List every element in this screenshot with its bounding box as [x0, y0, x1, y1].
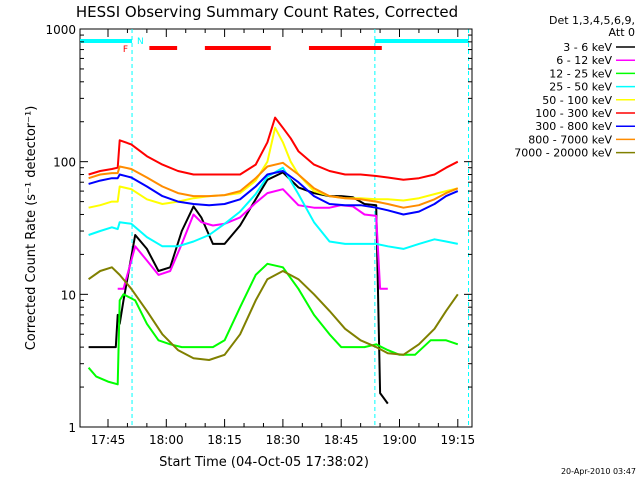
series-line — [117, 188, 388, 290]
y-tick-label: 1 — [68, 421, 76, 435]
series-line — [88, 266, 459, 361]
x-tick-label: 19:00 — [382, 433, 417, 447]
plot-frame — [79, 28, 473, 428]
axes-layer: 1 10 100 1000 17:45 18:00 18:15 18:30 18:45 19:00… — [45, 23, 475, 447]
legend-entry-label: 7000 - 20000 keV — [514, 147, 612, 160]
legend-entry-label: 25 - 50 keV — [549, 81, 612, 94]
flags-layer: FN — [80, 29, 470, 427]
flag-n-label: N — [137, 37, 144, 47]
series-line — [88, 170, 459, 216]
y-axis-label: Corrected Count Rate (s⁻¹ detector⁻¹) — [24, 106, 39, 351]
series-line — [87, 262, 459, 386]
flag-f-label: F — [123, 45, 128, 55]
x-tick-label: 18:15 — [207, 433, 242, 447]
x-tick-label: 18:00 — [149, 433, 184, 447]
y-tick-label: 1000 — [45, 23, 76, 37]
footer-timestamp: 20-Apr-2010 03:47 — [561, 467, 636, 476]
legend-entry-label: 300 - 800 keV — [535, 120, 612, 133]
series-line — [88, 166, 459, 250]
legend-entry-label: 800 - 7000 keV — [528, 133, 612, 146]
x-tick-label: 18:45 — [324, 433, 359, 447]
x-tick-label: 19:15 — [441, 433, 476, 447]
legend-entry-label: 100 - 300 keV — [535, 107, 612, 120]
series-line — [88, 116, 459, 181]
x-tick-label: 18:30 — [266, 433, 301, 447]
series-line — [88, 126, 459, 209]
y-tick-label: 100 — [53, 156, 76, 170]
series-layer — [87, 116, 459, 405]
legend-entry-label: 6 - 12 keV — [556, 54, 612, 67]
series-line — [88, 161, 459, 209]
x-axis-label: Start Time (04-Oct-05 17:38:02) — [159, 455, 369, 470]
x-tick-label: 17:45 — [91, 433, 126, 447]
chart-title: HESSI Observing Summary Count Rates, Cor… — [76, 3, 458, 21]
legend-header: Att 0 — [609, 26, 635, 39]
legend-entry-label: 3 - 6 keV — [563, 41, 612, 54]
legend-header: Det 1,3,4,5,6,9, — [549, 14, 635, 27]
series-line — [88, 171, 389, 405]
y-tick-label: 10 — [61, 288, 76, 302]
legend-entry-label: 50 - 100 keV — [542, 94, 612, 107]
legend-entry-label: 12 - 25 keV — [549, 67, 612, 80]
